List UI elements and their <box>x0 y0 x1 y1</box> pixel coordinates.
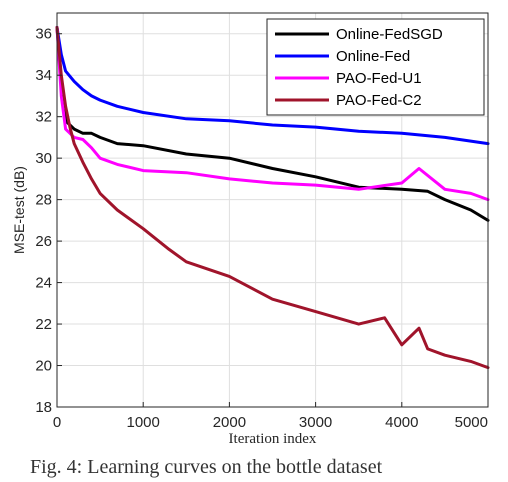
series-lines <box>55 26 490 370</box>
x-axis-label: Iteration index <box>229 431 317 447</box>
figure-caption: Fig. 4: Learning curves on the bottle da… <box>30 456 383 478</box>
x-tick-label: 2000 <box>213 414 246 431</box>
y-tick-label: 30 <box>35 150 52 167</box>
series-line-4 <box>55 26 490 370</box>
series-line-2 <box>55 26 490 146</box>
y-tick-label: 22 <box>35 316 52 333</box>
y-tick-label: 36 <box>35 26 52 43</box>
y-tick-label: 32 <box>35 109 52 126</box>
y-axis-label: MSE-test (dB) <box>11 166 27 254</box>
x-tick-label: 4000 <box>385 414 418 431</box>
plot-frame <box>56 12 489 408</box>
series-line-3 <box>55 26 490 202</box>
y-tick-label: 18 <box>35 399 52 416</box>
y-tick-label: 28 <box>35 192 52 209</box>
legend-label: PAO-Fed-C2 <box>336 92 422 109</box>
legend: Online-FedSGD Online-Fed PAO-Fed-U1 PAO-Fed… <box>266 18 485 116</box>
legend-label: Online-FedSGD <box>336 26 443 43</box>
y-tick-label: 34 <box>35 67 52 84</box>
x-tick-label: 0 <box>53 414 61 431</box>
y-tick-label: 24 <box>35 275 52 292</box>
series-line-1 <box>55 26 490 222</box>
x-tick-label: 1000 <box>127 414 160 431</box>
tick-labels: 0 1000 2000 3000 4000 5000 18 20 22 24 26 28 30 32 34 3… <box>35 26 489 431</box>
legend-label: PAO-Fed-U1 <box>336 70 422 87</box>
y-tick-label: 20 <box>35 358 52 375</box>
legend-label: Online-Fed <box>336 48 410 65</box>
x-tick-label: 3000 <box>299 414 332 431</box>
y-tick-label: 26 <box>35 233 52 250</box>
x-tick-label: 5000 <box>455 414 488 431</box>
